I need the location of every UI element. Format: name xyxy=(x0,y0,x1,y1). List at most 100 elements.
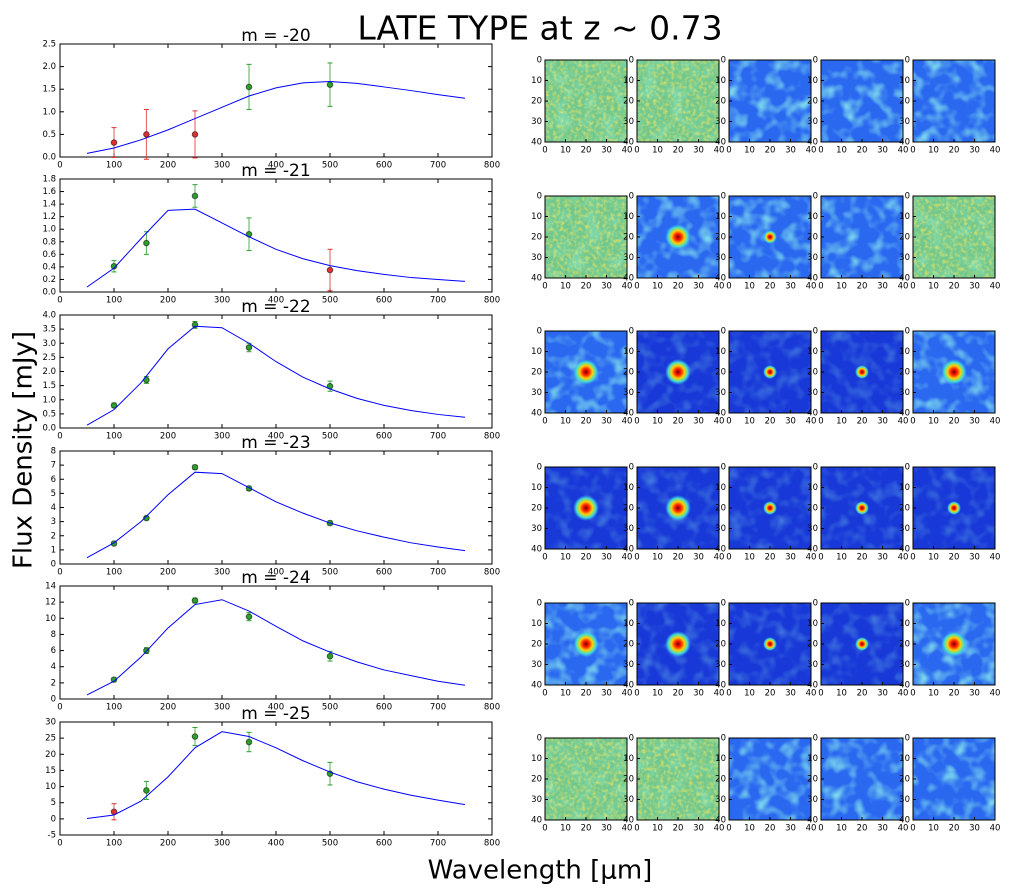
thumb-x-tick-label: 20 xyxy=(857,553,868,563)
data-point xyxy=(110,139,118,146)
thumb-y-tick-label: 40 xyxy=(899,138,910,148)
thumb-y-tick-label: 0 xyxy=(721,56,726,66)
thumb-x-tick-label: 0 xyxy=(542,417,547,427)
thumb-y-tick-label: 10 xyxy=(715,347,726,357)
thumb-x-tick-label: 30 xyxy=(693,282,704,292)
thumb-y-tick-label: 10 xyxy=(899,212,910,222)
thumb-x-tick-label: 10 xyxy=(652,282,663,292)
x-tick-label: 700 xyxy=(430,432,446,442)
thumb-x-tick-label: 30 xyxy=(693,689,704,699)
thumb-x-tick-label: 20 xyxy=(581,282,592,292)
thumb-x-tick-label: 30 xyxy=(601,689,612,699)
thumbnail-source xyxy=(573,359,599,385)
thumb-y-tick-label: 20 xyxy=(807,233,818,243)
thumb-x-tick-label: 30 xyxy=(969,553,980,563)
thumb-y-tick-label: 0 xyxy=(721,463,726,473)
thumb-x-tick-label: 20 xyxy=(765,553,776,563)
thumb-y-tick-label: 10 xyxy=(623,212,634,222)
thumb-y-tick-label: 0 xyxy=(905,463,910,473)
thumb-x-tick-label: 0 xyxy=(910,417,915,427)
thumb-x-tick-label: 0 xyxy=(634,146,639,156)
thumb-y-tick-label: 40 xyxy=(715,545,726,555)
thumb-x-tick-label: 0 xyxy=(726,824,731,834)
thumb-x-tick-label: 40 xyxy=(622,553,633,563)
thumb-x-tick-label: 0 xyxy=(910,282,915,292)
thumb-y-tick-label: 0 xyxy=(537,327,542,337)
x-tick-label: 100 xyxy=(106,703,122,713)
thumb-x-tick-label: 40 xyxy=(898,282,909,292)
thumb-x-tick-label: 30 xyxy=(969,417,980,427)
x-tick-label: 400 xyxy=(268,432,284,442)
panel-title: m = -23 xyxy=(241,433,310,453)
thumb-x-tick-label: 20 xyxy=(673,417,684,427)
thumb-x-tick-label: 30 xyxy=(693,417,704,427)
data-point xyxy=(326,81,334,88)
thumbnail-texture xyxy=(545,60,627,142)
thumbnail-texture xyxy=(913,196,995,278)
thumb-y-tick-label: 0 xyxy=(721,734,726,744)
x-tick-label: 300 xyxy=(214,839,230,849)
thumb-y-tick-label: 10 xyxy=(807,347,818,357)
thumb-x-tick-label: 20 xyxy=(581,689,592,699)
thumb-y-tick-label: 0 xyxy=(813,463,818,473)
thumb-x-tick-label: 40 xyxy=(898,689,909,699)
thumb-x-tick-label: 0 xyxy=(542,282,547,292)
x-tick-label: 700 xyxy=(430,296,446,306)
y-tick-label: 0.0 xyxy=(42,424,56,434)
thumb-x-tick-label: 40 xyxy=(990,689,1001,699)
thumb-x-tick-label: 20 xyxy=(857,282,868,292)
thumb-y-tick-label: 20 xyxy=(715,504,726,514)
y-tick-label: 1.8 xyxy=(42,175,56,185)
y-tick-label: 8 xyxy=(51,630,56,640)
x-tick-label: 600 xyxy=(376,161,392,171)
thumb-y-tick-label: 0 xyxy=(721,327,726,337)
data-point xyxy=(245,613,253,620)
thumb-x-tick-label: 30 xyxy=(877,282,888,292)
thumb-y-tick-label: 30 xyxy=(807,660,818,670)
x-tick-label: 800 xyxy=(484,568,500,578)
thumb-y-tick-label: 30 xyxy=(899,253,910,263)
x-tick-label: 0 xyxy=(57,432,62,442)
thumbnail-texture xyxy=(545,196,627,278)
thumb-y-tick-label: 20 xyxy=(715,368,726,378)
thumb-y-tick-label: 10 xyxy=(807,76,818,86)
thumb-x-tick-label: 40 xyxy=(806,146,817,156)
thumb-y-tick-label: 0 xyxy=(629,734,634,744)
thumb-x-tick-label: 0 xyxy=(726,417,731,427)
thumb-y-tick-label: 40 xyxy=(807,816,818,826)
thumb-x-tick-label: 40 xyxy=(806,282,817,292)
thumbnail-texture xyxy=(729,60,811,142)
thumb-y-tick-label: 20 xyxy=(715,775,726,785)
thumb-y-tick-label: 10 xyxy=(531,619,542,629)
y-tick-label: 0.0 xyxy=(42,288,56,298)
thumb-x-tick-label: 10 xyxy=(836,553,847,563)
thumb-x-tick-label: 30 xyxy=(969,824,980,834)
data-point xyxy=(143,239,150,247)
thumb-y-tick-label: 10 xyxy=(623,619,634,629)
y-tick-label: 0.4 xyxy=(42,262,56,272)
y-tick-label: 12 xyxy=(45,598,56,608)
thumb-y-tick-label: 30 xyxy=(899,388,910,398)
thumbnail-texture xyxy=(913,738,995,820)
x-tick-label: 0 xyxy=(57,161,62,171)
y-tick-label: 1.0 xyxy=(42,395,56,405)
thumb-x-tick-label: 10 xyxy=(836,824,847,834)
thumb-x-tick-label: 0 xyxy=(818,417,823,427)
thumb-x-tick-label: 20 xyxy=(765,689,776,699)
thumb-y-tick-label: 40 xyxy=(715,816,726,826)
thumb-y-tick-label: 20 xyxy=(807,640,818,650)
thumb-y-tick-label: 40 xyxy=(899,409,910,419)
thumb-y-tick-label: 0 xyxy=(629,56,634,66)
thumb-x-tick-label: 0 xyxy=(634,689,639,699)
thumb-x-tick-label: 30 xyxy=(969,282,980,292)
y-tick-label: 2 xyxy=(51,678,56,688)
y-tick-label: 3 xyxy=(51,517,56,527)
x-tick-label: 500 xyxy=(322,703,338,713)
